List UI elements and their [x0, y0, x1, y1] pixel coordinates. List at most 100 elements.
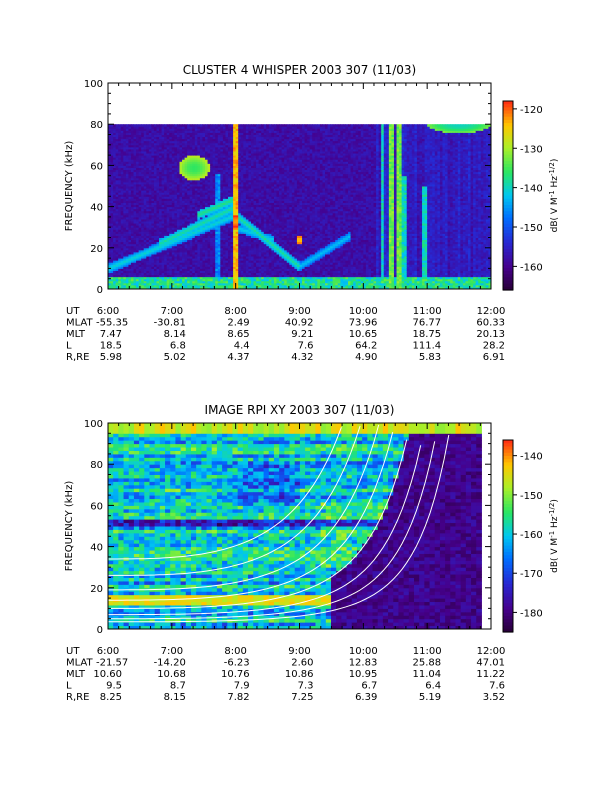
spectrogram-cell	[115, 227, 119, 230]
spectrogram-cell	[143, 148, 147, 152]
spectrogram-cell	[143, 286, 147, 290]
spectrogram-cell	[164, 161, 168, 164]
spectrogram-cell	[113, 169, 117, 173]
spectrogram-cell	[166, 225, 170, 228]
spectrogram-cell	[148, 132, 152, 135]
spectrogram-cell	[148, 173, 152, 177]
spectrogram-cell	[151, 173, 155, 177]
spectrogram-cell	[130, 216, 135, 220]
spectrogram-cell	[166, 198, 170, 201]
spectrogram-cell	[108, 270, 112, 274]
spectrogram-cell	[174, 278, 178, 282]
spectrogram-cell	[130, 138, 135, 142]
spectrogram-cell	[125, 282, 129, 286]
spectrogram-cell	[115, 148, 119, 152]
spectrogram-cell	[169, 241, 173, 245]
spectrogram-cell	[164, 202, 168, 206]
spectrogram-cell	[171, 194, 175, 197]
spectrogram-cell	[174, 161, 178, 164]
spectrogram-cell	[108, 208, 112, 212]
spectrogram-cell	[141, 233, 145, 236]
spectrogram-cell	[156, 134, 160, 138]
spectrogram-cell	[125, 165, 129, 168]
spectrogram-cell	[136, 264, 140, 267]
spectrogram-cell	[115, 266, 119, 269]
spectrogram-cell	[128, 175, 132, 179]
spectrogram-cell	[143, 231, 147, 234]
spectrogram-cell	[171, 260, 175, 263]
spectrogram-cell	[113, 251, 117, 255]
spectrogram-cell	[146, 229, 150, 232]
spectrogram-cell	[110, 144, 114, 148]
spectrogram-cell	[120, 253, 124, 257]
spectrogram-cell	[136, 243, 140, 247]
spectrogram-cell	[148, 124, 152, 127]
spectrogram-cell	[128, 251, 132, 255]
spectrogram-cell	[176, 247, 180, 251]
spectrogram-cell	[141, 198, 145, 201]
spectrogram-cell	[115, 165, 119, 168]
spectrogram-cell	[164, 163, 168, 166]
spectrogram-cell	[128, 286, 132, 290]
spectrogram-cell	[138, 155, 142, 158]
spectrogram-cell	[153, 165, 158, 168]
spectrogram-cell	[110, 272, 114, 276]
spectrogram-cell	[120, 161, 124, 164]
spectrogram-cell	[164, 148, 168, 152]
spectrogram-cell	[148, 188, 152, 191]
spectrogram-cell	[146, 155, 150, 158]
spectrogram-cell	[110, 266, 114, 269]
spectrogram-cell	[120, 231, 124, 234]
spectrogram-cell	[136, 157, 140, 160]
spectrogram-cell	[151, 179, 155, 183]
spectrogram-cell	[171, 251, 175, 255]
spectrogram-cell	[108, 175, 112, 179]
spectrogram-cell	[141, 144, 145, 148]
spectrogram-cell	[110, 208, 114, 212]
spectrogram-cell	[136, 218, 140, 222]
spectrogram-cell	[115, 173, 119, 177]
spectrogram-cell	[153, 190, 158, 193]
spectrogram-cell	[156, 188, 160, 191]
spectrogram-cell	[130, 177, 135, 181]
spectrogram-cell	[115, 280, 119, 284]
spectrogram-cell	[169, 233, 173, 236]
spectrogram-cell	[115, 204, 119, 208]
spectrogram-cell	[138, 227, 142, 230]
spectrogram-cell	[108, 235, 112, 238]
spectrogram-cell	[143, 142, 147, 146]
spectrogram-cell	[113, 204, 117, 208]
spectrogram-cell	[174, 233, 178, 236]
spectrogram-cell	[130, 280, 135, 284]
spectrogram-cell	[123, 150, 127, 154]
spectrogram-cell	[151, 233, 155, 236]
spectrogram-cell	[130, 225, 135, 228]
spectrogram-cell	[146, 206, 150, 210]
spectrogram-cell	[176, 253, 180, 257]
spectrogram-cell	[125, 134, 129, 138]
spectrogram-cell	[128, 270, 132, 274]
spectrogram-cell	[171, 192, 175, 195]
spectrogram-cell	[115, 190, 119, 193]
spectrogram-cell	[128, 235, 132, 238]
spectrogram-cell	[171, 286, 175, 290]
spectrogram-cell	[130, 136, 135, 140]
spectrogram-cell	[118, 251, 122, 255]
spectrogram-cell	[133, 153, 137, 156]
spectrogram-cell	[146, 140, 150, 144]
spectrogram-cell	[156, 183, 160, 187]
spectrogram-cell	[133, 179, 137, 183]
spectrogram-cell	[164, 206, 168, 210]
spectrogram-cell	[143, 256, 147, 259]
spectrogram-cell	[125, 155, 129, 158]
spectrogram-cell	[110, 157, 114, 160]
spectrogram-cell	[113, 272, 117, 276]
spectrogram-cell	[108, 227, 112, 230]
spectrogram-cell	[108, 231, 112, 234]
spectrogram-cell	[174, 249, 178, 253]
spectrogram-cell	[148, 198, 152, 201]
spectrogram-cell	[153, 153, 158, 156]
spectrogram-cell	[120, 188, 124, 191]
spectrogram-cell	[110, 274, 114, 278]
spectrogram-cell	[125, 223, 129, 226]
